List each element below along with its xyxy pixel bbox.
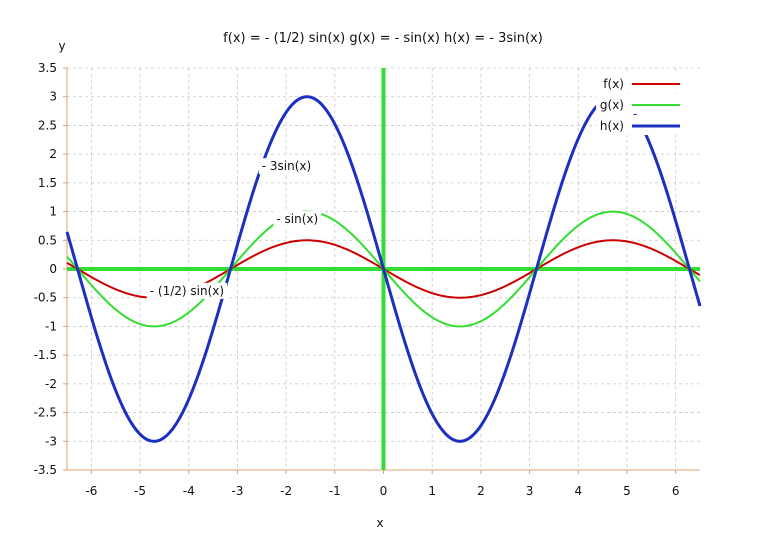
legend-label: f(x) — [603, 77, 624, 91]
annotation-label: - (1/2) sin(x) — [150, 284, 224, 298]
y-tick-label: -2 — [45, 377, 57, 391]
y-tick-label: 0 — [49, 262, 57, 276]
x-tick-label: -1 — [329, 484, 341, 498]
x-tick-label: 5 — [623, 484, 631, 498]
x-axis-label: x — [376, 516, 383, 530]
legend-label: h(x) — [600, 119, 624, 133]
x-tick-label: -2 — [280, 484, 292, 498]
y-tick-label: -1.5 — [34, 348, 57, 362]
annotation-background — [273, 211, 322, 228]
x-tick-label: -4 — [183, 484, 195, 498]
y-tick-label: 3.5 — [38, 61, 57, 75]
annotation-background — [146, 282, 228, 299]
y-tick-label: -3.5 — [34, 463, 57, 477]
y-tick-label: -3 — [45, 434, 57, 448]
legend-label: g(x) — [600, 98, 624, 112]
x-tick-label: 2 — [477, 484, 485, 498]
y-tick-label: -2.5 — [34, 406, 57, 420]
x-tick-label: 1 — [428, 484, 436, 498]
x-tick-label: -5 — [134, 484, 146, 498]
y-tick-label: -0.5 — [34, 291, 57, 305]
y-tick-label: 3 — [49, 90, 57, 104]
legend: f(x) g(x) h(x) — [596, 73, 706, 135]
y-tick-label: 0.5 — [38, 233, 57, 247]
y-axis-label: y — [58, 39, 65, 53]
tick-labels: -6 -5 -4 -3 -2 -1 0 1 2 3 4 5 6 -3.5 -3 -2.5 -2 -1.5 -1 -0.… — [34, 61, 680, 498]
y-tick-label: 2 — [49, 147, 57, 161]
x-tick-label: 3 — [526, 484, 534, 498]
x-tick-label: -3 — [231, 484, 243, 498]
chart-title: f(x) = - (1/2) sin(x) g(x) = - sin(x) h(… — [223, 31, 543, 46]
x-tick-label: 6 — [672, 484, 680, 498]
annotation-label: - sin(x) — [276, 212, 318, 226]
series-line-hx — [65, 95, 702, 443]
x-tick-label: 4 — [574, 484, 582, 498]
y-tick-label: 2.5 — [38, 118, 57, 132]
x-tick-label: 0 — [380, 484, 388, 498]
y-tick-label: -1 — [45, 319, 57, 333]
y-tick-label: 1.5 — [38, 176, 57, 190]
y-tick-label: 1 — [49, 205, 57, 219]
annotations: - 3sin(x) - sin(x) - (1/2) sin(x) — [146, 158, 322, 299]
annotation-label: - 3sin(x) — [262, 159, 311, 173]
annotation-background — [258, 158, 315, 175]
x-tick-label: -6 — [85, 484, 97, 498]
